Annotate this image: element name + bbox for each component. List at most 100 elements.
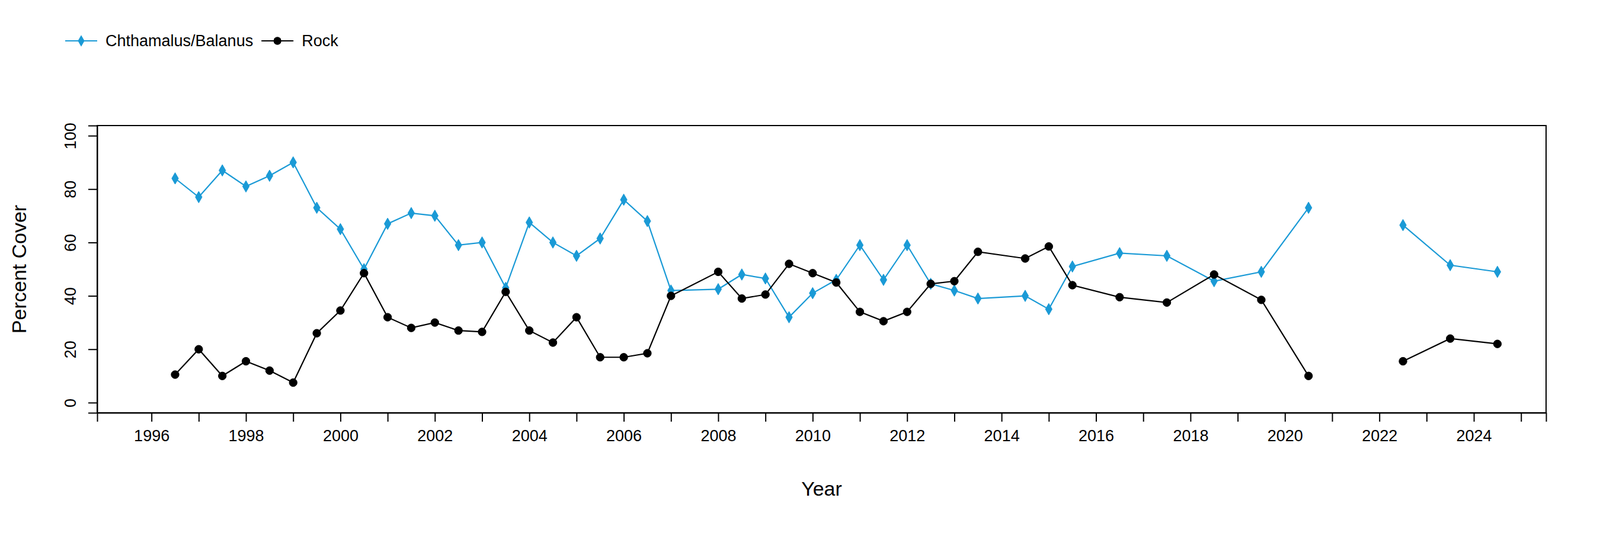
y-tick-label: 60	[61, 234, 80, 252]
x-tick-mark	[151, 413, 153, 422]
x-tick-label: 2020	[1267, 427, 1304, 446]
x-tick-label: 2004	[512, 427, 548, 446]
series-point	[573, 250, 580, 262]
series-point	[501, 288, 510, 296]
series-point	[950, 277, 959, 286]
series-point	[195, 191, 203, 204]
y-axis: 020406080100	[61, 122, 98, 414]
x-tick-mark	[434, 413, 436, 422]
series-point	[596, 232, 604, 245]
x-tick-mark	[481, 413, 483, 422]
chart: 1996199820002002200420062008201020122014…	[0, 0, 1600, 533]
x-tick-label: 2016	[1078, 427, 1115, 446]
x-tick-mark	[1237, 413, 1239, 422]
y-tick: 100	[61, 122, 98, 150]
series-point	[903, 308, 911, 316]
series-point	[1069, 260, 1076, 273]
x-tick	[765, 413, 767, 422]
series-point	[1021, 254, 1029, 263]
series-point	[644, 215, 651, 228]
x-tick: 2010	[795, 413, 831, 446]
series-point	[785, 311, 793, 324]
x-tick-mark	[954, 413, 956, 422]
x-tick-mark	[765, 413, 767, 422]
series-point	[714, 267, 722, 276]
series-point	[974, 292, 982, 305]
series-point	[312, 329, 321, 338]
legend: Chthamalus/Balanus Rock	[65, 32, 339, 50]
x-tick	[1332, 413, 1333, 422]
x-tick-mark	[1473, 413, 1475, 422]
series-point	[407, 324, 415, 332]
series-point	[974, 248, 982, 256]
x-tick-mark	[529, 413, 531, 422]
x-tick-mark	[1331, 413, 1333, 422]
series-point	[525, 326, 534, 335]
series-point	[360, 269, 368, 278]
x-tick-mark	[387, 413, 389, 422]
legend-label: Rock	[301, 32, 339, 50]
x-tick-mark	[198, 413, 200, 422]
x-tick-label: 2018	[1172, 427, 1209, 446]
series-point	[455, 239, 462, 252]
y-tick-mark	[88, 189, 98, 191]
series-point	[549, 237, 556, 249]
series-point	[1210, 270, 1218, 279]
series-point	[383, 313, 392, 322]
x-tick-mark	[906, 413, 908, 422]
series-point	[194, 345, 203, 354]
x-tick-mark	[859, 413, 862, 422]
series-point	[809, 287, 816, 300]
series-point	[903, 239, 911, 252]
x-tick-label: 1996	[133, 427, 170, 446]
series-point	[1446, 334, 1455, 343]
x-tick-label: 2022	[1361, 427, 1398, 446]
series-point	[218, 372, 227, 380]
y-tick-mark	[88, 349, 98, 351]
x-tick: 2018	[1172, 413, 1209, 446]
y-tick-mark	[88, 402, 98, 404]
x-tick-mark	[812, 413, 814, 422]
x-axis: 1996199820002002200420062008201020122014…	[97, 413, 1547, 446]
legend-label: Chthamalus/Balanus	[105, 32, 254, 50]
x-tick	[1048, 413, 1050, 422]
x-tick	[1426, 413, 1427, 422]
x-tick-mark	[1378, 413, 1381, 422]
series-point	[1162, 298, 1171, 307]
x-tick-mark	[1284, 413, 1286, 422]
x-tick: 2012	[889, 413, 926, 446]
x-tick-label: 2014	[984, 427, 1020, 446]
x-tick-label: 2002	[417, 427, 453, 446]
y-tick: 40	[61, 287, 98, 306]
x-tick-mark	[670, 413, 672, 422]
x-tick-mark	[717, 413, 719, 422]
series-point	[171, 370, 179, 379]
y-axis-line	[88, 126, 98, 414]
x-tick: 2008	[700, 413, 736, 446]
series-point	[1305, 202, 1312, 214]
y-tick-label: 20	[61, 340, 80, 359]
x-tick	[954, 413, 955, 422]
series-point	[478, 237, 486, 249]
x-tick-mark	[340, 413, 342, 422]
series-point	[1021, 290, 1029, 303]
series-point	[856, 239, 863, 252]
plot-area	[171, 156, 1502, 387]
series-point	[1258, 266, 1265, 278]
series-point	[880, 274, 887, 287]
series-point	[619, 353, 628, 362]
series-point	[242, 180, 249, 193]
x-tick: 2004	[512, 413, 548, 446]
x-tick-mark	[1001, 413, 1003, 422]
series-point	[1163, 250, 1170, 262]
series-point	[596, 353, 604, 362]
x-tick-label: 2006	[606, 427, 642, 446]
series-point	[1493, 266, 1501, 278]
series-point	[762, 273, 769, 286]
y-tick-label: 80	[61, 180, 80, 199]
series-point	[808, 269, 817, 278]
series-point	[219, 164, 226, 177]
x-tick-mark	[1048, 413, 1050, 422]
x-tick: 1996	[133, 413, 170, 446]
series-point	[951, 285, 958, 297]
